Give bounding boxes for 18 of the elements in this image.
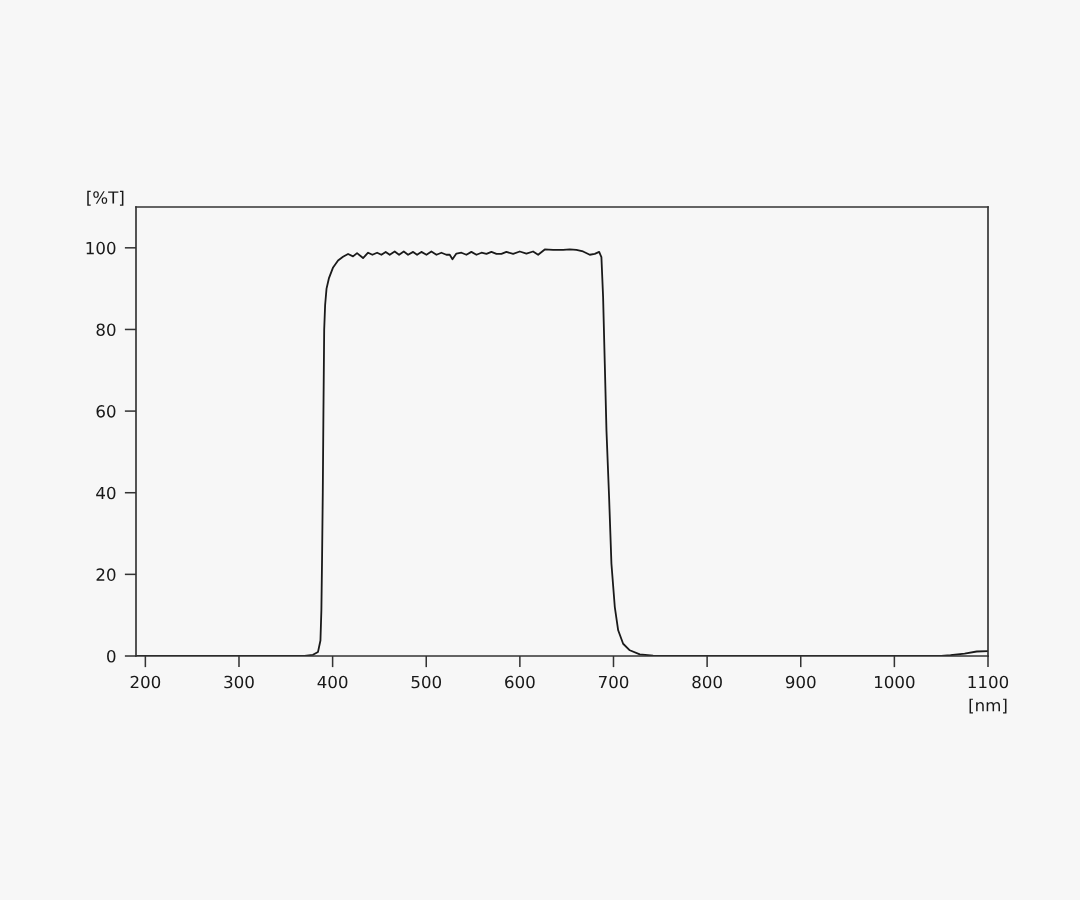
x-tick-label: 500 bbox=[411, 675, 442, 689]
x-tick-label: 1000 bbox=[875, 675, 915, 689]
x-tick-label: 800 bbox=[692, 675, 722, 689]
x-tick-label: 600 bbox=[505, 675, 535, 689]
x-axis-title: [nm] bbox=[969, 698, 1007, 714]
x-tick-label: 1100 bbox=[968, 675, 1009, 689]
y-tick-label: 40 bbox=[96, 486, 116, 500]
x-tick-label: 300 bbox=[224, 675, 254, 689]
y-tick-label: 20 bbox=[96, 568, 116, 581]
y-tick-label: 100 bbox=[86, 241, 116, 255]
y-tick-label: 60 bbox=[96, 405, 116, 418]
x-tick-label: 200 bbox=[130, 675, 161, 689]
x-tick-label: 900 bbox=[785, 675, 816, 689]
y-tick-label: 80 bbox=[96, 323, 116, 337]
y-tick-label: 0 bbox=[107, 649, 116, 663]
y-axis-title: [%T] bbox=[87, 190, 124, 206]
x-tick-label: 400 bbox=[317, 675, 348, 689]
x-tick-label: 700 bbox=[598, 675, 629, 689]
